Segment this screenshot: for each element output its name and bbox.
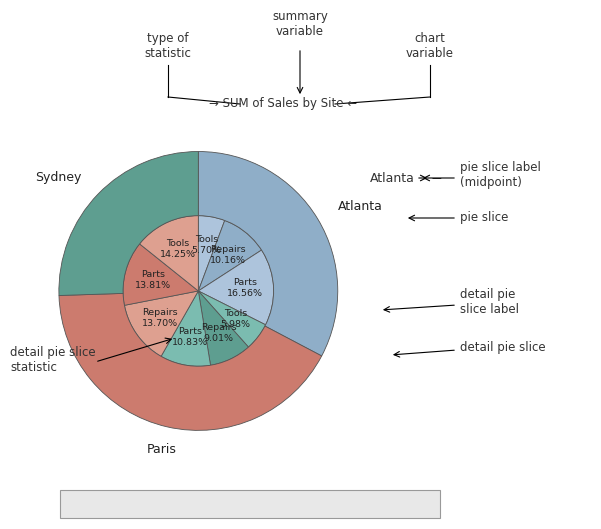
Text: Repairs
13.70%: Repairs 13.70% <box>142 308 178 328</box>
Text: Parts
10.83%: Parts 10.83% <box>172 327 208 347</box>
Text: Tools
5.98%: Tools 5.98% <box>221 309 251 330</box>
Text: Atlanta: Atlanta <box>200 497 243 510</box>
Wedge shape <box>139 216 198 291</box>
Wedge shape <box>198 250 273 325</box>
Text: type of
statistic: type of statistic <box>145 32 192 60</box>
Wedge shape <box>59 151 198 296</box>
Bar <box>330 495 365 513</box>
Text: summary
variable: summary variable <box>272 10 328 38</box>
Text: Repairs
10.16%: Repairs 10.16% <box>210 244 246 264</box>
Text: detail pie
slice label: detail pie slice label <box>460 288 519 316</box>
Text: Tools
5.70%: Tools 5.70% <box>192 235 222 255</box>
Text: chart
variable: chart variable <box>406 32 454 60</box>
Text: Atlanta: Atlanta <box>370 171 415 185</box>
Wedge shape <box>198 221 261 291</box>
Wedge shape <box>59 294 322 431</box>
Text: —: — <box>432 173 442 183</box>
Text: Repairs
9.01%: Repairs 9.01% <box>201 323 236 343</box>
Wedge shape <box>198 216 225 291</box>
Text: Paris: Paris <box>285 497 313 510</box>
Text: Atlanta: Atlanta <box>338 200 383 213</box>
Wedge shape <box>161 291 210 366</box>
Text: pie slice label
(midpoint): pie slice label (midpoint) <box>460 161 541 189</box>
Text: Site: Site <box>125 497 148 510</box>
Bar <box>160 495 195 513</box>
Text: detail pie slice
statistic: detail pie slice statistic <box>10 346 96 374</box>
Text: → SUM of Sales by Site ←: → SUM of Sales by Site ← <box>209 97 357 111</box>
Text: Tools
14.25%: Tools 14.25% <box>160 239 196 259</box>
Wedge shape <box>198 291 248 365</box>
Text: legend: legend <box>62 497 102 510</box>
Text: Parts
13.81%: Parts 13.81% <box>135 270 171 290</box>
Wedge shape <box>123 244 198 305</box>
Text: detail pie slice: detail pie slice <box>460 342 546 354</box>
Wedge shape <box>198 151 338 356</box>
Text: Sydney: Sydney <box>35 171 81 184</box>
Bar <box>245 495 280 513</box>
Text: Parts
16.56%: Parts 16.56% <box>227 278 263 298</box>
Text: Paris: Paris <box>147 443 177 457</box>
Text: pie slice: pie slice <box>460 212 508 224</box>
Wedge shape <box>124 291 198 357</box>
Wedge shape <box>198 291 266 347</box>
Text: Sydney: Sydney <box>370 497 413 510</box>
